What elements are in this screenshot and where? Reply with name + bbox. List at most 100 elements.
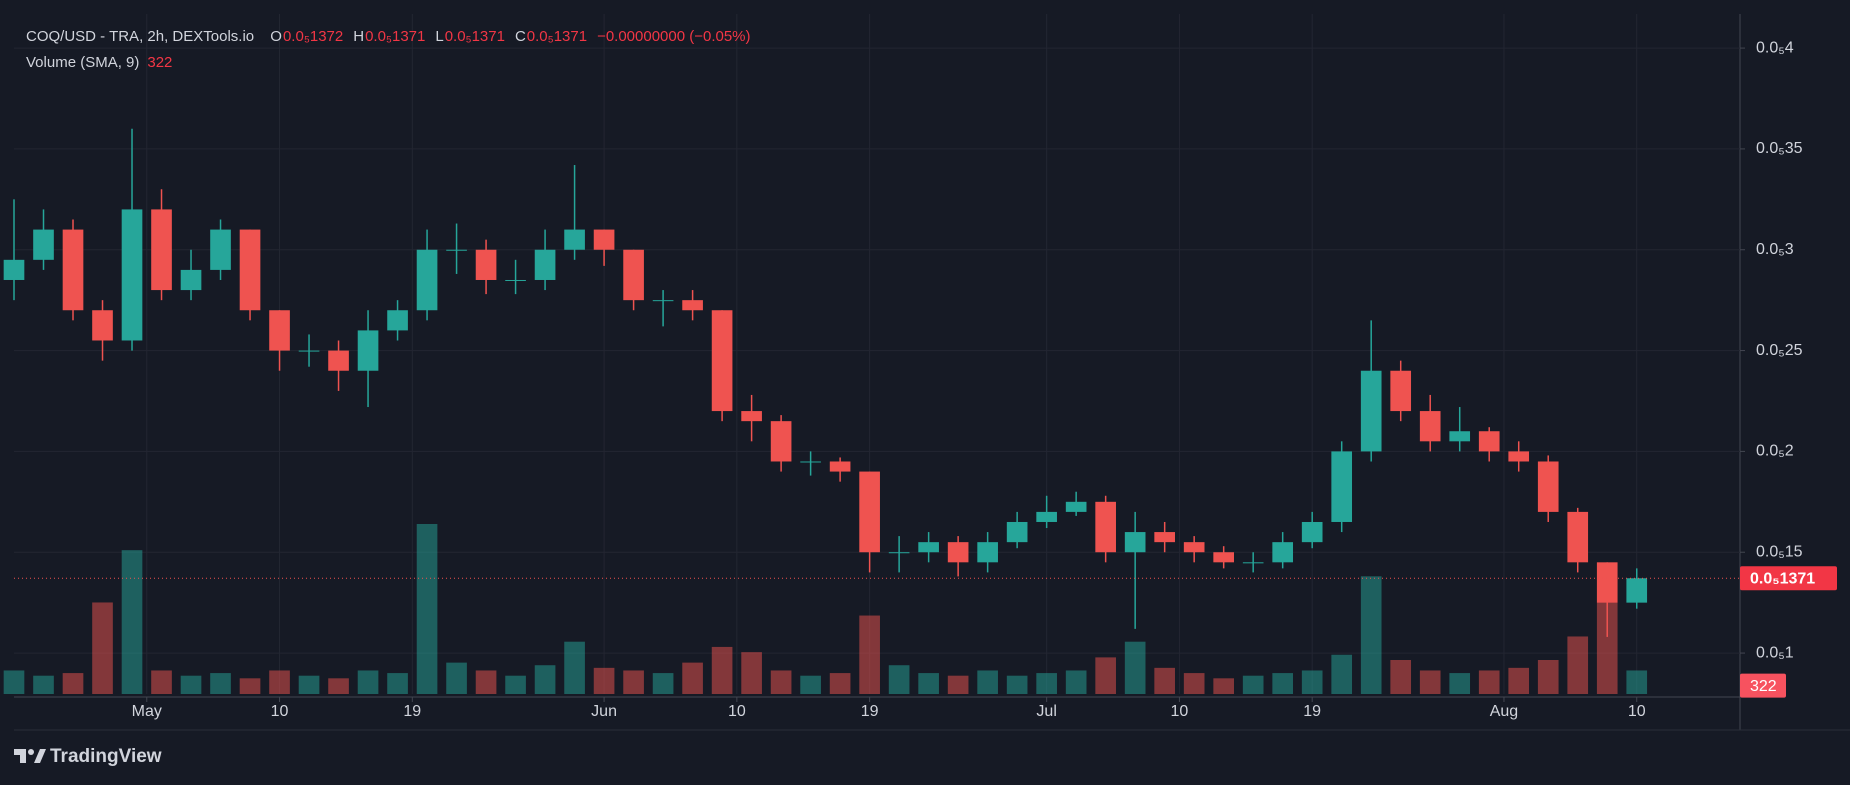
candle-body bbox=[1331, 451, 1353, 522]
candle-body bbox=[298, 350, 320, 352]
candle-body bbox=[1508, 451, 1530, 462]
y-tick-label: 0.0₅2 bbox=[1756, 443, 1794, 460]
volume-bar bbox=[328, 678, 349, 694]
candle-body bbox=[387, 310, 408, 331]
x-tick-label: Aug bbox=[1490, 703, 1518, 720]
candle-body bbox=[1095, 501, 1116, 553]
volume-bars bbox=[3, 524, 1648, 694]
candle-body bbox=[829, 461, 851, 472]
candle-body bbox=[859, 471, 880, 553]
footer-brand: TradingView bbox=[50, 746, 162, 767]
volume-bar bbox=[1242, 675, 1264, 694]
volume-bar bbox=[770, 670, 792, 694]
last-price-badge bbox=[1740, 566, 1837, 591]
volume-bar bbox=[180, 675, 202, 694]
volume-bar bbox=[357, 670, 379, 694]
volume-bar bbox=[800, 675, 821, 694]
volume-bar bbox=[652, 673, 674, 694]
candle-body bbox=[1478, 431, 1500, 452]
x-tick-label: 10 bbox=[1628, 703, 1646, 720]
candle-body bbox=[1006, 521, 1028, 543]
x-tick-label: 19 bbox=[861, 703, 879, 720]
candle-body bbox=[652, 300, 674, 302]
grid bbox=[14, 14, 1740, 694]
volume-bar bbox=[1006, 675, 1028, 694]
change: −0.00000000 (−0.05%) bbox=[597, 28, 751, 45]
volume-bar bbox=[1360, 576, 1382, 694]
volume-bar bbox=[1567, 636, 1589, 694]
ohlc-key: O bbox=[270, 28, 282, 45]
candle-body bbox=[1301, 521, 1323, 543]
volume-bar bbox=[121, 550, 143, 694]
volume-bar bbox=[33, 675, 54, 694]
volume-bar bbox=[298, 675, 320, 694]
volume-bar bbox=[387, 673, 408, 694]
candle-body bbox=[210, 229, 231, 270]
volume-bar bbox=[1331, 654, 1353, 694]
x-tick-label: 19 bbox=[403, 703, 421, 720]
x-tick-label: Jun bbox=[591, 703, 617, 720]
x-tick-label: May bbox=[132, 703, 162, 720]
volume-bar bbox=[416, 524, 438, 694]
x-tick-label: Jul bbox=[1036, 703, 1056, 720]
last-volume-badge bbox=[1740, 673, 1786, 698]
volume-bar bbox=[977, 670, 998, 694]
volume-bar bbox=[1183, 673, 1205, 694]
volume-bar bbox=[859, 615, 880, 694]
y-tick-label: 0.0₅4 bbox=[1756, 39, 1794, 56]
candle-body bbox=[446, 249, 467, 251]
volume-bar bbox=[269, 670, 290, 694]
candle-body bbox=[180, 269, 202, 291]
volume-bar bbox=[1419, 670, 1441, 694]
volume-bar bbox=[1478, 670, 1500, 694]
volume-label: Volume (SMA, 9) bbox=[26, 54, 140, 71]
candle-body bbox=[770, 421, 792, 462]
y-tick-label: 0.0₅35 bbox=[1756, 140, 1803, 157]
last-volume-label: 322 bbox=[1750, 678, 1777, 695]
candle-body bbox=[1449, 431, 1471, 442]
y-tick-label: 0.0₅3 bbox=[1756, 241, 1794, 258]
volume-bar bbox=[741, 652, 762, 694]
volume-bar bbox=[1213, 678, 1235, 694]
candle-body bbox=[564, 229, 585, 250]
candle-body bbox=[534, 249, 556, 280]
volume-bar bbox=[1390, 660, 1412, 694]
candle-body bbox=[1183, 542, 1205, 553]
ohlc-value: 0.0₅1371 bbox=[365, 28, 426, 45]
candle-body bbox=[1360, 370, 1382, 452]
volume-bar bbox=[475, 670, 497, 694]
candle-body bbox=[947, 542, 969, 563]
candle-body bbox=[62, 229, 84, 311]
volume-bar bbox=[1449, 673, 1471, 694]
volume-bar bbox=[1596, 602, 1618, 694]
candle-body bbox=[239, 229, 261, 311]
candle-body bbox=[682, 300, 703, 311]
candle-body bbox=[328, 350, 349, 371]
volume-bar bbox=[1095, 657, 1116, 694]
candle-body bbox=[741, 411, 762, 422]
candle-body bbox=[151, 209, 172, 291]
volume-bar bbox=[1508, 667, 1530, 694]
candle-body bbox=[1124, 532, 1146, 553]
volume-bar bbox=[1065, 670, 1087, 694]
header-volume: Volume (SMA, 9) 322 bbox=[26, 54, 182, 71]
volume-bar bbox=[1537, 660, 1559, 694]
x-tick-label: 10 bbox=[271, 703, 289, 720]
symbol: COQ/USD - TRA, 2h, DEXTools.io bbox=[26, 28, 255, 45]
candle-body bbox=[1596, 562, 1618, 603]
volume-bar bbox=[623, 670, 644, 694]
candle-body bbox=[623, 249, 644, 301]
volume-bar bbox=[593, 667, 615, 694]
candle-body bbox=[711, 310, 733, 412]
x-tick-label: 10 bbox=[1171, 703, 1189, 720]
tradingview-logo: TradingView bbox=[14, 746, 162, 767]
ohlc-value: 0.0₅1372 bbox=[282, 28, 344, 45]
volume-bar bbox=[947, 675, 969, 694]
ohlc-value: 0.0₅1371 bbox=[444, 28, 505, 45]
candle-body bbox=[1242, 562, 1264, 564]
last-price-label: 0.0₅1371 bbox=[1750, 570, 1815, 587]
candle-body bbox=[1626, 578, 1648, 603]
candle-body bbox=[977, 542, 998, 563]
